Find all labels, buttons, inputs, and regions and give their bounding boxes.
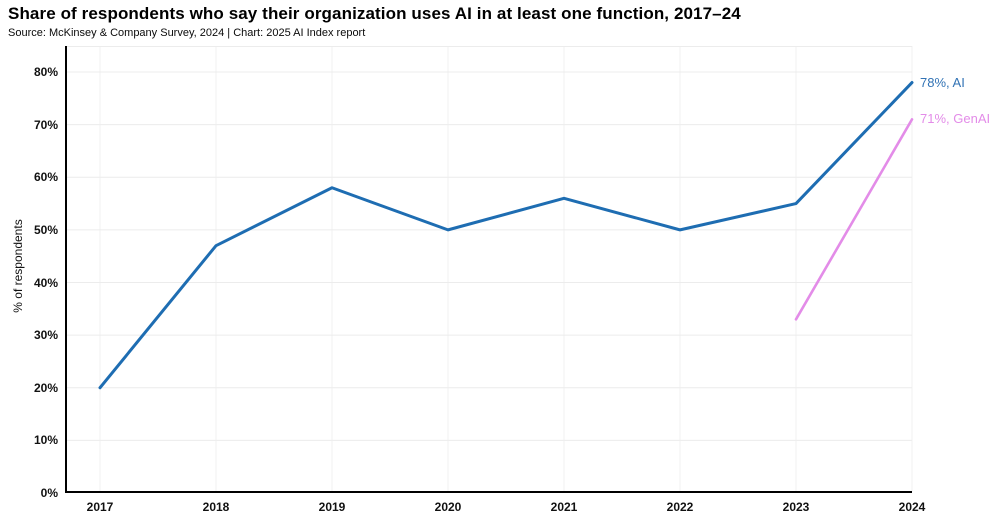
genai-end-label: 71%, GenAI [920,111,991,127]
chart-title: Share of respondents who say their organ… [8,4,741,23]
ai-end-label: 78%, AI [920,74,965,90]
y-tick-label: 60% [33,170,58,185]
x-tick-label: 2017 [86,500,114,514]
x-tick-label: 2018 [202,500,230,514]
y-tick-label: 50% [33,222,58,237]
y-tick-label: 30% [33,328,58,343]
x-tick-label: 2024 [898,500,926,514]
plot-area [65,46,914,493]
y-tick-label: 10% [33,433,58,448]
ai-line [98,81,914,390]
x-tick-label: 2019 [318,500,346,514]
x-tick-label: 2022 [666,500,694,514]
y-tick-label: 40% [33,275,58,290]
x-tick-label: 2021 [550,500,578,514]
genai-line [794,118,914,321]
chart-source-line: Source: McKinsey & Company Survey, 2024 … [8,27,366,39]
x-tick-label: 2020 [434,500,462,514]
y-tick-label: 0% [40,486,58,500]
y-tick-label: 70% [33,117,58,132]
x-tick-label: 2023 [782,500,810,514]
y-tick-label: 20% [33,380,58,395]
y-tick-label: 80% [33,65,58,79]
